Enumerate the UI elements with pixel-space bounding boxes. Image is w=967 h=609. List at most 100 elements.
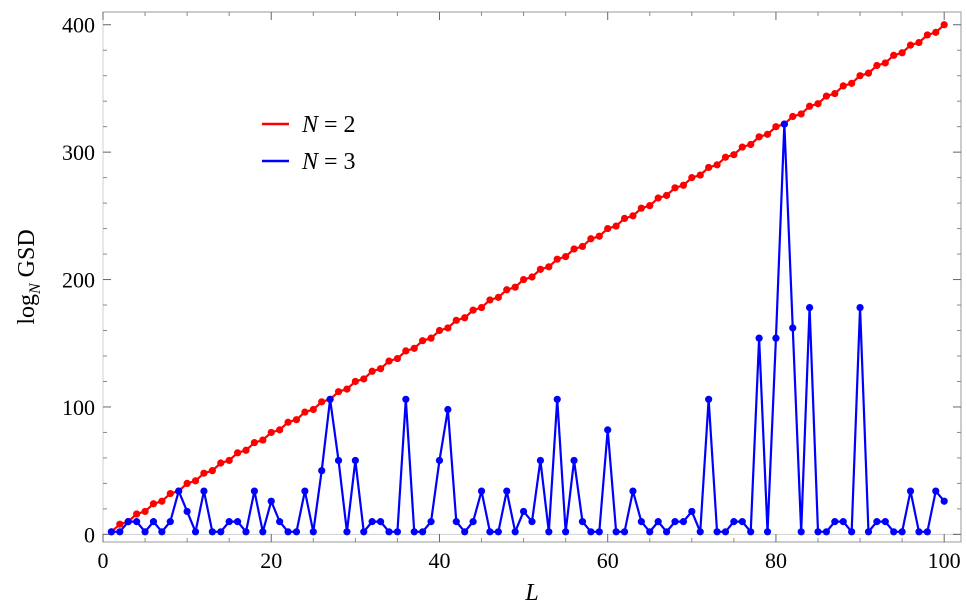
- data-point-n-2: [200, 469, 208, 477]
- data-point-n-3: [839, 518, 847, 526]
- data-point-n-3: [696, 528, 704, 536]
- data-point-n-2: [755, 133, 763, 141]
- y-tick-label: 0: [84, 522, 95, 547]
- data-point-n-3: [250, 487, 259, 495]
- data-point-n-2: [789, 112, 797, 121]
- data-point-n-2: [738, 143, 746, 151]
- data-point-n-2: [402, 347, 410, 355]
- x-tick-label: 20: [260, 548, 282, 573]
- data-point-n-3: [326, 395, 334, 403]
- data-point-n-3: [587, 528, 595, 536]
- data-point-n-3: [915, 528, 923, 536]
- data-point-n-2: [587, 235, 595, 243]
- data-point-n-3: [848, 528, 856, 536]
- data-point-n-3: [191, 528, 200, 536]
- data-point-n-2: [158, 497, 166, 505]
- data-point-n-3: [612, 528, 620, 536]
- data-point-n-3: [107, 528, 116, 536]
- data-point-n-3: [217, 528, 225, 536]
- data-point-n-2: [419, 337, 427, 345]
- data-point-n-2: [259, 436, 267, 444]
- data-point-n-3: [233, 518, 242, 526]
- data-point-n-3: [334, 456, 343, 465]
- data-point-n-3: [831, 518, 839, 526]
- data-point-n-2: [334, 388, 343, 396]
- data-point-n-3: [620, 528, 629, 536]
- data-point-n-3: [755, 334, 763, 342]
- data-point-n-3: [200, 487, 208, 495]
- data-point-n-2: [797, 110, 805, 118]
- x-tick-label: 80: [765, 548, 787, 573]
- data-point-n-3: [133, 518, 141, 526]
- data-point-n-2: [570, 245, 578, 253]
- data-point-n-3: [410, 528, 418, 536]
- data-point-n-3: [881, 518, 889, 526]
- data-point-n-2: [444, 324, 452, 332]
- data-point-n-2: [822, 92, 831, 100]
- data-point-n-3: [890, 528, 898, 536]
- data-point-n-3: [553, 395, 561, 403]
- data-point-n-2: [351, 377, 359, 386]
- data-point-n-3: [124, 518, 132, 526]
- data-point-n-2: [368, 367, 376, 375]
- data-point-n-3: [604, 426, 612, 434]
- data-point-n-3: [183, 507, 191, 516]
- data-point-n-3: [856, 303, 864, 312]
- data-point-n-2: [873, 61, 881, 70]
- data-point-n-2: [805, 102, 814, 110]
- data-point-n-2: [898, 49, 906, 57]
- data-point-n-3: [477, 487, 486, 495]
- data-point-n-3: [503, 487, 511, 495]
- data-point-n-3: [318, 467, 326, 475]
- data-point-n-3: [679, 518, 688, 526]
- data-point-n-2: [519, 275, 528, 284]
- y-tick-label: 100: [62, 395, 95, 420]
- data-point-n-3: [805, 303, 814, 312]
- data-point-n-2: [679, 181, 688, 189]
- data-point-n-3: [662, 528, 671, 536]
- legend-rest-n2: = 2: [318, 112, 356, 138]
- data-point-n-2: [183, 479, 191, 487]
- data-point-n-2: [848, 79, 856, 87]
- data-point-n-2: [654, 194, 662, 202]
- data-point-n-2: [763, 130, 772, 138]
- data-point-n-2: [713, 161, 721, 169]
- y-axis-label-main: log: [14, 294, 40, 325]
- data-point-n-3: [772, 334, 780, 342]
- series-line-n-2: [110, 23, 945, 533]
- data-point-n-3: [763, 528, 772, 536]
- data-point-n-2: [301, 408, 309, 416]
- data-point-n-3: [276, 518, 284, 526]
- data-point-n-3: [629, 487, 637, 495]
- data-point-n-3: [494, 528, 502, 536]
- data-point-n-3: [292, 528, 301, 536]
- series-layer: [107, 21, 948, 536]
- data-point-n-2: [646, 202, 654, 210]
- data-point-n-2: [318, 398, 326, 406]
- data-point-n-2: [494, 293, 502, 301]
- legend-var-n2: N: [301, 112, 320, 138]
- data-point-n-3: [486, 528, 494, 536]
- data-point-n-3: [360, 528, 368, 536]
- data-point-n-3: [419, 528, 427, 536]
- series-n-3: [107, 120, 948, 536]
- data-point-n-2: [528, 273, 536, 281]
- data-point-n-2: [604, 224, 612, 233]
- data-point-n-2: [276, 426, 284, 434]
- data-point-n-2: [923, 31, 931, 39]
- data-point-n-2: [292, 416, 301, 424]
- data-point-n-2: [536, 265, 545, 273]
- data-point-n-3: [814, 528, 822, 536]
- data-point-n-3: [595, 528, 603, 536]
- data-point-n-3: [898, 528, 906, 536]
- data-point-n-2: [284, 418, 292, 426]
- x-tick-label: 40: [428, 548, 450, 573]
- data-point-n-3: [385, 528, 393, 536]
- data-point-n-3: [116, 528, 124, 536]
- data-point-n-2: [427, 334, 435, 342]
- data-point-n-3: [705, 395, 713, 403]
- x-tick-label: 0: [98, 548, 109, 573]
- data-point-n-2: [545, 263, 553, 271]
- y-axis-label-tail: GSD: [14, 229, 40, 283]
- data-point-n-2: [435, 326, 444, 335]
